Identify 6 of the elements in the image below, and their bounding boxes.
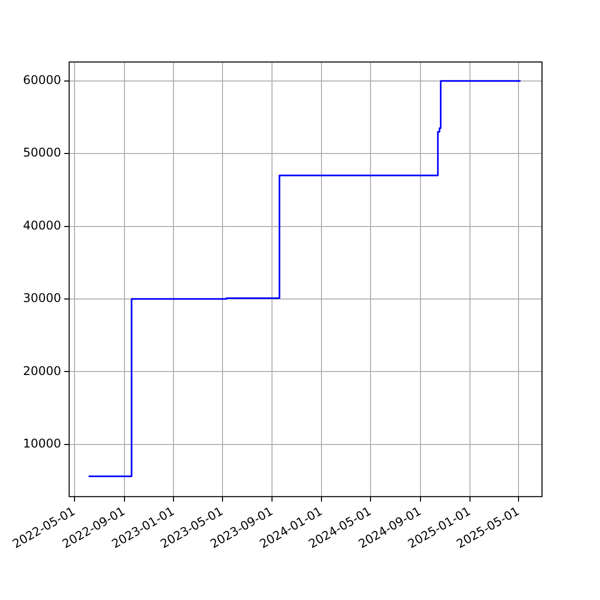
y-tick-label: 50000: [22, 146, 62, 160]
y-tick-label: 40000: [22, 218, 62, 232]
y-tick-label: 60000: [22, 73, 62, 88]
y-tick-label: 10000: [22, 436, 62, 450]
y-tick-label: 30000: [22, 291, 62, 306]
y-tick-label: 20000: [22, 364, 62, 378]
